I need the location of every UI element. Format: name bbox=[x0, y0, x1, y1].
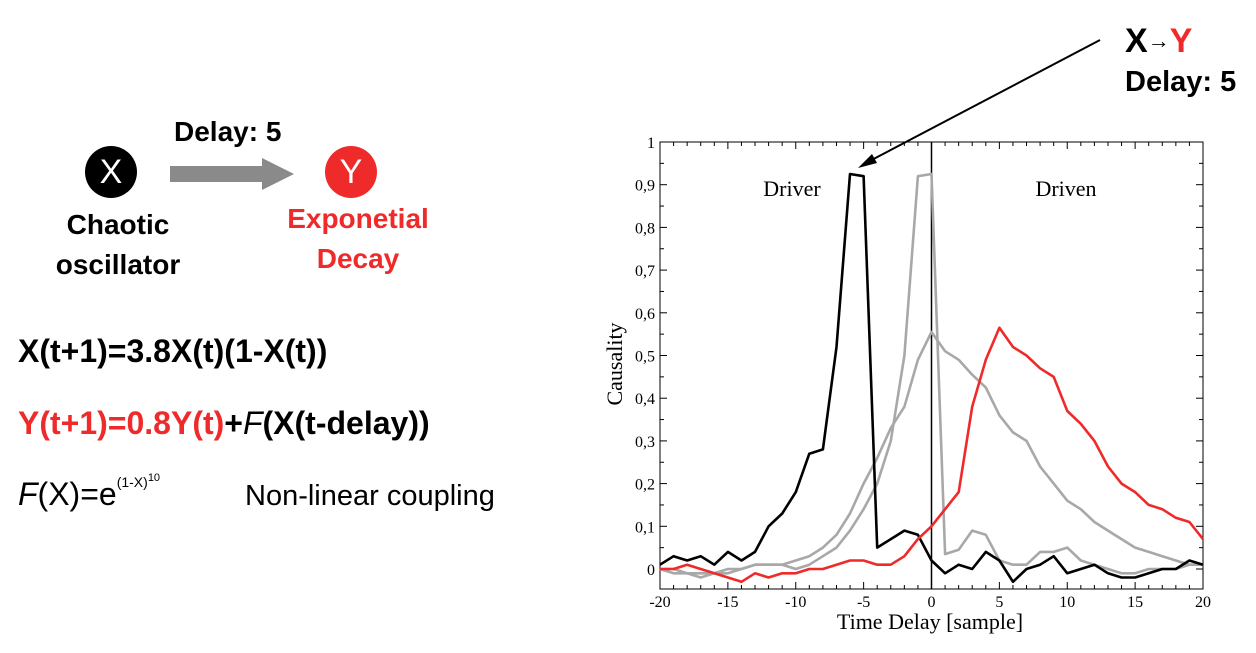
x-tick-label: -5 bbox=[857, 594, 870, 611]
x-tick-label: -15 bbox=[717, 594, 738, 611]
delay-arrow-icon bbox=[170, 158, 294, 190]
equation-f-mid: (X)=e bbox=[37, 476, 117, 512]
plot-area: 0 0,1 0,2 0,3 0,4 0,5 0,6 0,7 0,8 0,9 1 -20 -15 -10 -5… bbox=[635, 135, 1211, 611]
delay-label: Delay: 5 bbox=[174, 116, 282, 147]
node-x: X bbox=[85, 146, 137, 198]
x-axis-label: Time Delay [sample] bbox=[837, 609, 1023, 634]
annotation-y: Y bbox=[1169, 22, 1193, 60]
y-tick-label: 0,6 bbox=[635, 306, 655, 323]
x-caption: Chaotic oscillator bbox=[30, 205, 206, 285]
x-tick-label: 0 bbox=[928, 594, 936, 611]
y-tick-label: 0,7 bbox=[635, 263, 655, 280]
equation-x: X(t+1)=3.8X(t)(1-X(t)) bbox=[18, 333, 328, 369]
y-tick-label: 0 bbox=[647, 562, 655, 579]
region-label-driven: Driven bbox=[1035, 176, 1096, 201]
y-axis-label: Causality bbox=[602, 322, 627, 405]
y-tick-label: 0,1 bbox=[635, 519, 655, 536]
annotation-pointer-head-icon bbox=[858, 154, 877, 168]
x-tick-label: 15 bbox=[1127, 594, 1143, 611]
x-caption-line2: oscillator bbox=[55, 249, 181, 280]
x-tick-label: 5 bbox=[995, 594, 1003, 611]
series-line-3 bbox=[660, 326, 1205, 584]
equation-y-plus: + bbox=[224, 405, 243, 441]
y-caption: Exponetial Decay bbox=[268, 199, 448, 279]
annotation-delay: Delay: 5 bbox=[1125, 66, 1237, 98]
y-tick-label: 1 bbox=[647, 135, 655, 152]
annotation-x: X bbox=[1125, 22, 1148, 60]
x-tick-label: 10 bbox=[1059, 594, 1075, 611]
series-line-2 bbox=[659, 172, 1204, 584]
x-tick-label: -20 bbox=[649, 594, 670, 611]
equation-y-red: Y(t+1)=0.8Y(t) bbox=[18, 405, 225, 441]
y-tick-label: 0,3 bbox=[635, 434, 655, 451]
equation-f: F(X)=e(1-X)10 bbox=[18, 472, 160, 513]
coupling-label: Non-linear coupling bbox=[245, 480, 495, 512]
annotation-pointer bbox=[863, 39, 1101, 165]
x-caption-line1: Chaotic bbox=[66, 209, 170, 240]
y-tick-label: 0,2 bbox=[635, 477, 655, 494]
equation-y-f: F bbox=[242, 405, 263, 441]
x-tick-label: 20 bbox=[1195, 594, 1211, 611]
x-tick-label: -10 bbox=[785, 594, 806, 611]
series-line-1 bbox=[660, 330, 1203, 575]
region-label-driver: Driver bbox=[763, 176, 821, 201]
equation-y: Y(t+1)=0.8Y(t)+F(X(t-delay)) bbox=[18, 405, 430, 442]
annotation-title: X→Y bbox=[1125, 22, 1192, 61]
y-tick-label: 0,8 bbox=[635, 220, 655, 237]
equation-f-symbol: F bbox=[18, 476, 38, 512]
equation-f-exponent2: 10 bbox=[147, 472, 161, 484]
y-tick-label: 0,4 bbox=[635, 391, 655, 408]
equation-y-rest: (X(t-delay)) bbox=[262, 405, 430, 441]
y-tick-label: 0,5 bbox=[635, 349, 655, 366]
node-y-label: Y bbox=[339, 152, 363, 191]
y-caption-line1: Exponetial bbox=[287, 203, 429, 234]
annotation-arrow: → bbox=[1147, 28, 1170, 53]
node-y: Y bbox=[325, 146, 377, 198]
equation-f-exponent: (1-X) bbox=[116, 474, 148, 490]
y-caption-line2: Decay bbox=[316, 243, 400, 274]
y-tick-label: 0,9 bbox=[635, 178, 655, 195]
node-x-label: X bbox=[99, 152, 123, 191]
